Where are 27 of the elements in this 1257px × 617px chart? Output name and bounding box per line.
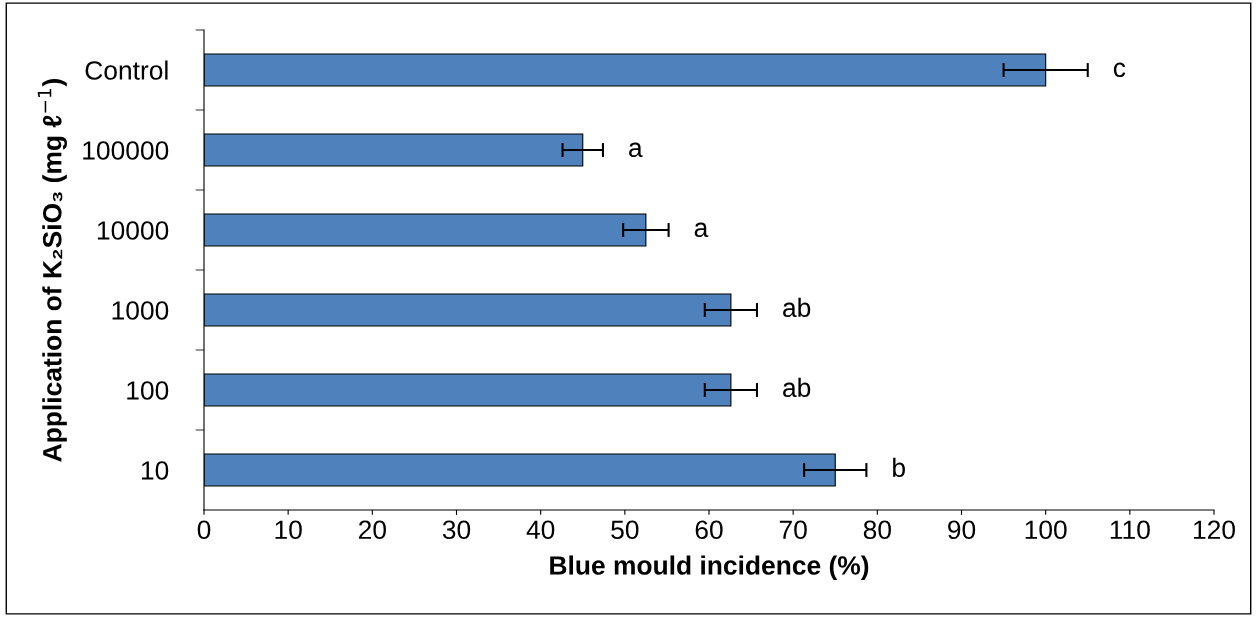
- annotation: a: [629, 142, 643, 158]
- x-tick-label: 30: [442, 520, 471, 540]
- y-tick-label: Control: [85, 60, 168, 80]
- x-tick-label: 10: [275, 520, 302, 540]
- x-tick-label: 90: [948, 520, 976, 540]
- x-tick-label: 60: [695, 520, 723, 540]
- x-tick-label: 80: [863, 520, 891, 540]
- x-tick-label: 0: [197, 520, 211, 540]
- x-tick-label: 50: [611, 520, 639, 540]
- y-tick-label: 10000: [97, 221, 169, 240]
- y-tick-label: 10: [141, 461, 169, 480]
- annotation: ab: [783, 377, 811, 398]
- y-tick-label: 1000: [112, 301, 169, 320]
- x-tick-label: 20: [358, 520, 386, 540]
- y-tick-label: 100000: [83, 141, 169, 160]
- annotation: b: [893, 457, 905, 478]
- x-tick-label: 100: [1025, 520, 1067, 540]
- annotation: a: [694, 222, 709, 238]
- annotation: ab: [783, 297, 811, 318]
- x-tick-label: 120: [1194, 520, 1235, 540]
- annotation: c: [1113, 62, 1126, 78]
- y-tick-label: 100: [127, 381, 169, 400]
- x-tick-label: 40: [526, 520, 555, 540]
- x-tick-label: 110: [1110, 520, 1150, 540]
- x-axis-title: Blue mould incidence (%): [550, 555, 869, 581]
- x-tick-label: 70: [779, 520, 807, 540]
- y-axis-title: Application of K₂SiO₃ (mg ℓ$^{−1}$): [37, 79, 67, 462]
